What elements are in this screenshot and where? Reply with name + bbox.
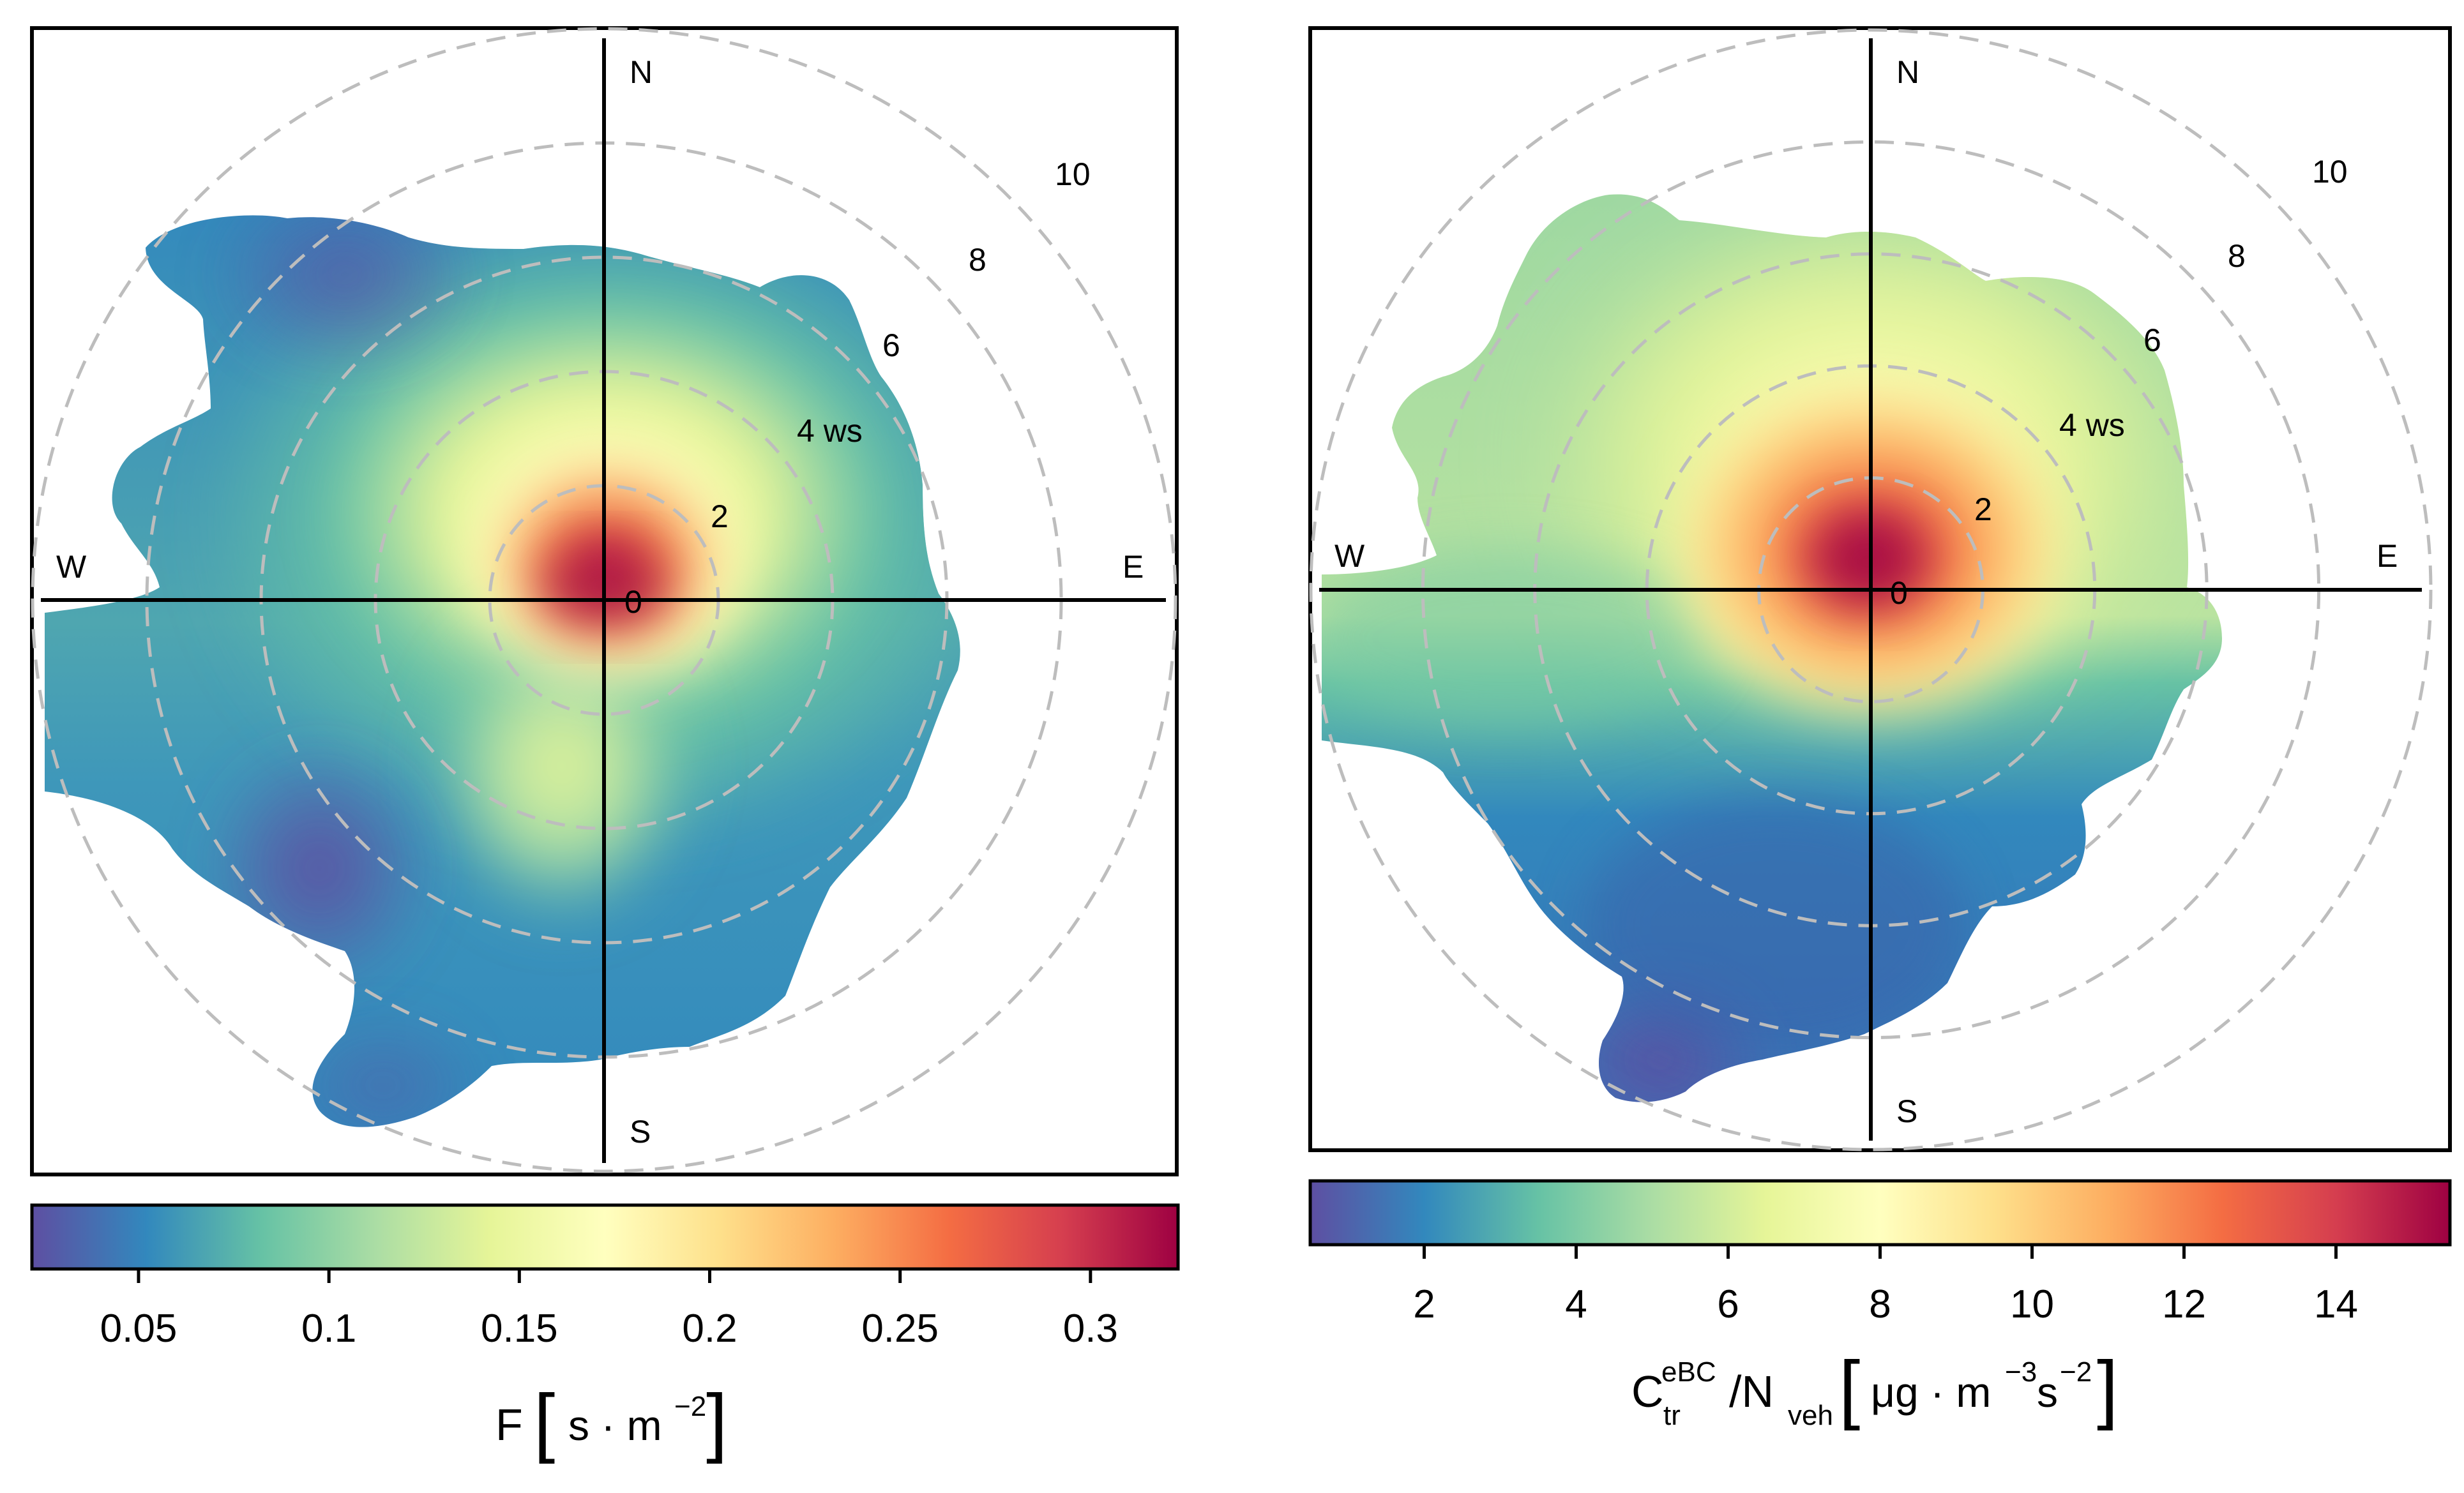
svg-text:]: ] <box>2097 1346 2118 1431</box>
colorbar-tick-label-left: 0.25 <box>861 1307 939 1351</box>
label-units-b: s <box>2037 1369 2058 1416</box>
ring-label-6-right: 6 <box>2143 322 2161 358</box>
svg-text:−2: −2 <box>674 1391 706 1422</box>
label-n-sub: veh <box>1788 1400 1833 1431</box>
speed-ring-10-left <box>31 27 1177 1173</box>
dir-label-s-left: S <box>630 1114 651 1150</box>
dir-label-n-left: N <box>630 54 653 90</box>
label-units-exp-a: −3 <box>2005 1356 2037 1388</box>
colorbar-f: 0.05 0.1 0.15 0.2 0.25 0.3 F [ s · m −2 ] <box>30 1203 1180 1464</box>
ring-label-0-left: 0 <box>624 584 642 620</box>
label-slash-n: /N <box>1729 1367 1774 1416</box>
colorbar-fill-right <box>1308 1179 2452 1247</box>
ring-label-8-right: 8 <box>2228 238 2246 274</box>
colorbar-c-per-n: 2 4 6 8 10 12 14 C tr eBC /N veh [ μg · m −3 s… <box>1308 1179 2452 1431</box>
svg-text:s: s <box>2037 1369 2058 1416</box>
dir-label-w-left: W <box>56 549 87 585</box>
ring-label-10-left: 10 <box>1055 156 1091 192</box>
dir-label-s-right: S <box>1896 1093 1917 1129</box>
label-c: C <box>1631 1367 1664 1416</box>
colorbar-tick-label-left: 0.15 <box>481 1307 558 1351</box>
svg-text:veh: veh <box>1788 1400 1833 1431</box>
colorbar-ticks-left: 0.05 0.1 0.15 0.2 0.25 0.3 <box>100 1269 1118 1351</box>
ring-label-10-right: 10 <box>2312 154 2348 190</box>
colorbar-tick-label-left: 0.3 <box>1063 1307 1118 1351</box>
dir-label-w-right: W <box>1334 538 1365 574</box>
svg-text:μg · m: μg · m <box>1871 1369 1991 1416</box>
ring-label-0-right: 0 <box>1890 575 1908 611</box>
colorbar-tick-label-right: 6 <box>1717 1282 1739 1326</box>
colorbar-title-left: F [ s · m −2 ] <box>495 1379 727 1464</box>
ring-label-4-left: 4 ws <box>797 413 863 449</box>
ring-label-2-left: 2 <box>711 499 729 534</box>
colorbar-tick-label-right: 8 <box>1869 1282 1891 1326</box>
dir-label-n-right: N <box>1896 54 1919 90</box>
svg-text:]: ] <box>706 1379 727 1464</box>
colorbar-tick-label-right: 10 <box>2010 1282 2054 1326</box>
colorbar-fill-left <box>30 1203 1180 1271</box>
colorbar-tick-label-right: 2 <box>1413 1282 1435 1326</box>
colorbar-tick-label-left: 0.2 <box>682 1307 737 1351</box>
colorbar-title-right: C tr eBC /N veh [ μg · m −3 s −2 ] <box>1631 1346 2118 1431</box>
colorbar-tick-label-right: 14 <box>2314 1282 2358 1326</box>
svg-text:s · m: s · m <box>568 1402 662 1449</box>
ring-label-2-right: 2 <box>1974 491 1992 527</box>
colorbar-tick-label-left: 0.1 <box>301 1307 356 1351</box>
label-units-exp-b: −2 <box>2060 1356 2092 1388</box>
svg-text:tr: tr <box>1663 1400 1681 1431</box>
polar-plot-f: N S E W 0 2 4 ws 6 8 10 <box>30 26 1179 1176</box>
dir-label-e-left: E <box>1122 549 1144 585</box>
axes-left <box>41 38 1166 1163</box>
svg-text:[: [ <box>1839 1346 1860 1431</box>
label-c-sup: eBC <box>1661 1356 1716 1388</box>
label-f-units: s · m <box>568 1402 662 1449</box>
polar-plot-c-per-n: N S E W 0 2 4 ws 6 8 10 <box>1308 26 2452 1152</box>
svg-text:eBC: eBC <box>1661 1356 1716 1388</box>
svg-text:−3: −3 <box>2005 1356 2037 1388</box>
colorbar-tick-label-right: 4 <box>1565 1282 1587 1326</box>
label-f-exp: −2 <box>674 1391 706 1422</box>
ring-label-4-right: 4 ws <box>2059 407 2125 443</box>
label-c-sub: tr <box>1663 1400 1681 1431</box>
svg-text:−2: −2 <box>2060 1356 2092 1388</box>
speed-ring-10-right <box>1309 28 2433 1152</box>
ring-label-8-left: 8 <box>969 242 986 278</box>
ring-label-6-left: 6 <box>882 327 900 363</box>
label-f: F <box>495 1400 523 1450</box>
svg-text:[: [ <box>534 1379 555 1464</box>
colorbar-ticks-right: 2 4 6 8 10 12 14 <box>1413 1245 2358 1326</box>
svg-text:F: F <box>495 1400 523 1450</box>
colorbar-tick-label-left: 0.05 <box>100 1307 178 1351</box>
label-units-a: μg · m <box>1871 1369 1991 1416</box>
svg-text:/N: /N <box>1729 1367 1774 1416</box>
colorbar-tick-label-right: 12 <box>2162 1282 2206 1326</box>
dir-label-e-right: E <box>2377 538 2398 574</box>
svg-text:C: C <box>1631 1367 1664 1416</box>
axes-right <box>1319 38 2422 1141</box>
